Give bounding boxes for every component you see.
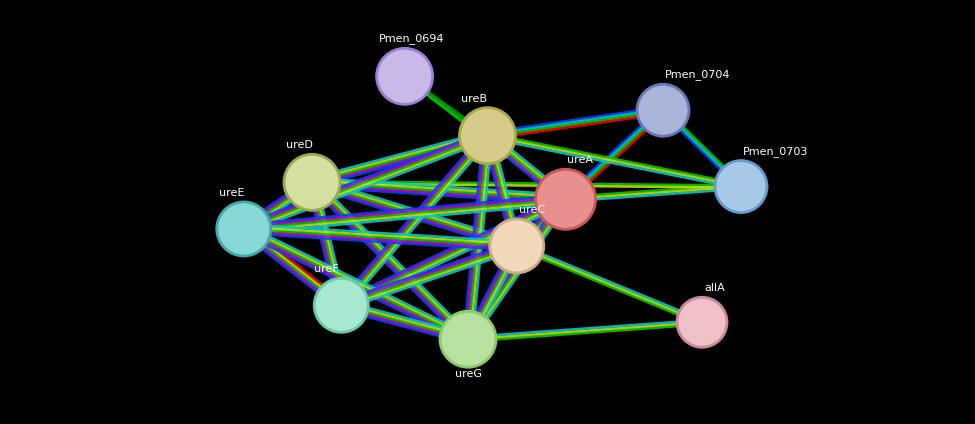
Circle shape — [459, 108, 516, 164]
Circle shape — [535, 169, 596, 229]
Circle shape — [284, 154, 340, 210]
Circle shape — [489, 219, 544, 273]
Circle shape — [715, 161, 767, 212]
Circle shape — [677, 297, 727, 347]
Text: Pmen_0694: Pmen_0694 — [378, 33, 445, 45]
Text: ureF: ureF — [314, 264, 339, 274]
Circle shape — [440, 311, 496, 367]
Circle shape — [637, 84, 689, 136]
Circle shape — [216, 202, 271, 256]
Text: ureB: ureB — [461, 94, 488, 104]
Text: ureE: ureE — [218, 188, 244, 198]
Text: ureD: ureD — [286, 140, 313, 151]
Circle shape — [376, 48, 433, 104]
Text: Pmen_0703: Pmen_0703 — [743, 146, 808, 156]
Text: ureC: ureC — [519, 205, 545, 215]
Text: ureA: ureA — [567, 155, 594, 165]
Text: allA: allA — [704, 283, 724, 293]
Text: ureG: ureG — [454, 369, 482, 379]
Text: Pmen_0704: Pmen_0704 — [665, 70, 730, 80]
Circle shape — [314, 278, 369, 332]
